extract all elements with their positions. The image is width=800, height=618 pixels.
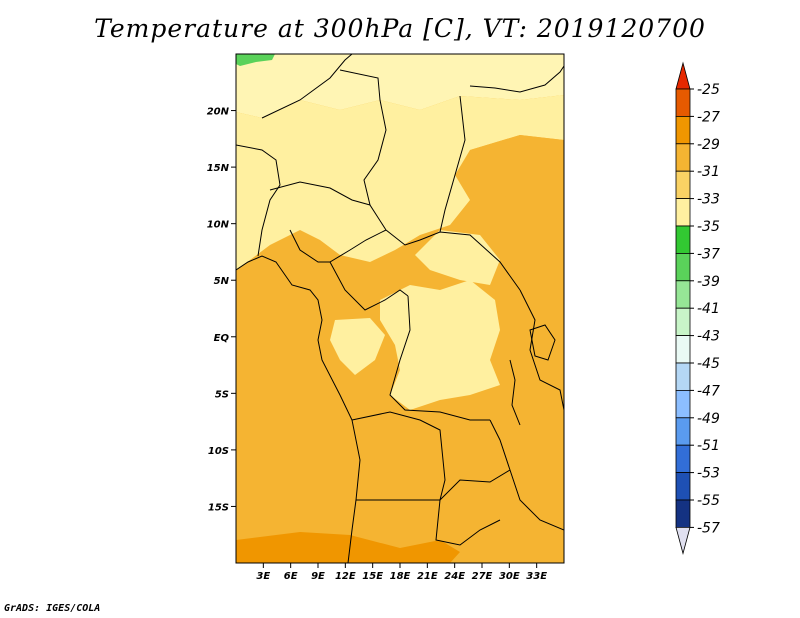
colorbar-label: -45 xyxy=(697,356,720,372)
border-nigeria-niger xyxy=(269,181,371,206)
border-drc xyxy=(389,295,490,421)
colorbar: -25 -27 -29 -31 -33 -35 -37 -39 -41 -43 -45 -47 -49 -… xyxy=(675,61,720,555)
zone-central-yellow xyxy=(380,280,500,410)
colorbar-swatch xyxy=(675,444,691,474)
x-tick-label: 6E xyxy=(284,571,298,582)
colorbar-swatch xyxy=(675,362,691,391)
colorbar-label: -25 xyxy=(697,82,720,98)
colorbar-swatch xyxy=(675,198,691,227)
border-senegal-guinea xyxy=(236,144,281,257)
colorbar-swatch xyxy=(675,280,691,309)
border-namibia-botswana xyxy=(356,469,511,501)
x-tick-label: 15E xyxy=(362,571,383,582)
colorbar-swatch xyxy=(675,472,691,501)
y-tick-label: 15S xyxy=(208,502,229,513)
colorbar-label: -51 xyxy=(697,438,720,454)
colorbar-swatch xyxy=(675,225,691,254)
colorbar-bottom-arrow xyxy=(675,527,691,555)
colorbar-swatch xyxy=(675,252,691,282)
y-tick-label: 5N xyxy=(214,276,230,287)
colorbar-swatch xyxy=(675,417,691,446)
zone-37-35 xyxy=(236,54,275,66)
y-tick-label: 15N xyxy=(207,163,230,174)
colorbar-swatch xyxy=(675,389,691,419)
border-botswana-sa xyxy=(435,499,501,546)
border-libya-egypt xyxy=(469,65,564,93)
y-tick-label: 10N xyxy=(207,220,230,231)
colorbar-swatch xyxy=(675,116,691,145)
colorbar-swatch xyxy=(675,499,691,528)
zone-cam-yellow xyxy=(415,230,500,285)
border-angola xyxy=(351,411,446,501)
lake-victoria xyxy=(529,324,556,361)
y-tick-label: EQ xyxy=(214,333,230,344)
colorbar-label: -29 xyxy=(697,137,720,153)
x-tick-label: 3E xyxy=(256,571,270,582)
x-tick-label: 24E xyxy=(444,571,465,582)
colorbar-label: -31 xyxy=(697,164,720,180)
x-axis-ticks: 3E 6E 9E 12E 15E 18E 21E 24E 27E 30E 33E xyxy=(256,563,547,582)
x-tick-label: 21E xyxy=(417,571,438,582)
x-tick-label: 30E xyxy=(499,571,520,582)
country-borders xyxy=(236,54,564,563)
colorbar-swatch xyxy=(675,307,691,337)
y-axis-ticks: 20N 15N 10N 5N EQ 5S 10S 15S xyxy=(207,107,236,513)
colorbar-label: -33 xyxy=(697,192,720,208)
zone-ne-orange xyxy=(470,135,564,220)
x-tick-label: 12E xyxy=(335,571,356,582)
x-tick-label: 27E xyxy=(472,571,493,582)
colorbar-label: -53 xyxy=(697,466,720,482)
colorbar-label: -49 xyxy=(697,411,720,427)
y-tick-label: 5S xyxy=(215,389,229,400)
zone-west-yellow xyxy=(330,318,385,375)
grads-credit: GrADS: IGES/COLA xyxy=(4,603,101,614)
colorbar-label: -35 xyxy=(697,219,720,235)
border-chad-sudan xyxy=(439,95,466,233)
border-zambia-tanzania xyxy=(489,419,564,531)
colorbar-label: -43 xyxy=(697,329,720,345)
temperature-field xyxy=(236,54,564,563)
lake-tanganyika xyxy=(509,359,521,426)
border-east-africa xyxy=(519,289,564,411)
coastline-west xyxy=(236,255,361,563)
colorbar-label: -37 xyxy=(697,246,720,262)
zone-33-31 xyxy=(236,95,564,270)
colorbar-swatch xyxy=(675,335,691,364)
y-tick-label: 10S xyxy=(208,446,229,457)
colorbar-label: -47 xyxy=(697,383,720,399)
y-tick-label: 20N xyxy=(207,107,230,118)
colorbar-label: -41 xyxy=(697,301,720,317)
chart-title: Temperature at 300hPa [C], VT: 201912070… xyxy=(94,14,706,43)
border-mauritania-mali xyxy=(261,54,353,119)
x-tick-label: 9E xyxy=(311,571,325,582)
colorbar-swatch xyxy=(675,143,691,172)
border-niger-chad xyxy=(339,69,387,231)
colorbar-label: -55 xyxy=(697,493,720,509)
zone-27-25 xyxy=(236,532,460,563)
colorbar-swatch xyxy=(675,170,691,199)
zone-35-33 xyxy=(236,54,564,118)
colorbar-top-arrow xyxy=(675,61,691,90)
colorbar-label: -27 xyxy=(697,109,720,125)
colorbar-swatch xyxy=(675,88,691,117)
border-cameroon-congo xyxy=(329,261,409,311)
x-tick-label: 33E xyxy=(526,571,547,582)
colorbar-label: -57 xyxy=(697,520,720,536)
colorbar-label: -39 xyxy=(697,274,720,290)
x-tick-label: 18E xyxy=(390,571,411,582)
